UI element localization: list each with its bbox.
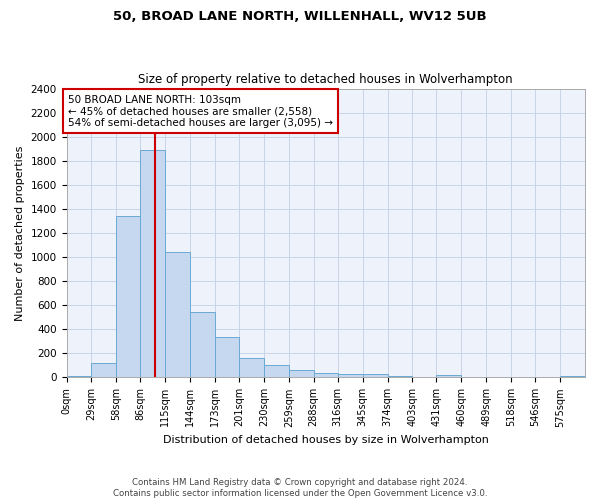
Bar: [165, 252, 190, 378]
Bar: [264, 365, 289, 378]
Bar: [560, 376, 585, 378]
Bar: [289, 370, 314, 378]
Text: 50 BROAD LANE NORTH: 103sqm
← 45% of detached houses are smaller (2,558)
54% of : 50 BROAD LANE NORTH: 103sqm ← 45% of det…: [68, 94, 333, 128]
Bar: [67, 376, 91, 378]
Bar: [314, 373, 338, 378]
Y-axis label: Number of detached properties: Number of detached properties: [15, 146, 25, 320]
Bar: [140, 150, 165, 378]
Bar: [91, 363, 116, 378]
Text: 50, BROAD LANE NORTH, WILLENHALL, WV12 5UB: 50, BROAD LANE NORTH, WILLENHALL, WV12 5…: [113, 10, 487, 23]
Bar: [388, 376, 412, 378]
Bar: [436, 375, 461, 378]
Bar: [239, 358, 264, 378]
Bar: [362, 374, 388, 378]
Title: Size of property relative to detached houses in Wolverhampton: Size of property relative to detached ho…: [139, 73, 513, 86]
Text: Contains HM Land Registry data © Crown copyright and database right 2024.
Contai: Contains HM Land Registry data © Crown c…: [113, 478, 487, 498]
Bar: [190, 312, 215, 378]
Bar: [215, 337, 239, 378]
Bar: [338, 374, 362, 378]
Bar: [116, 216, 140, 378]
X-axis label: Distribution of detached houses by size in Wolverhampton: Distribution of detached houses by size …: [163, 435, 489, 445]
